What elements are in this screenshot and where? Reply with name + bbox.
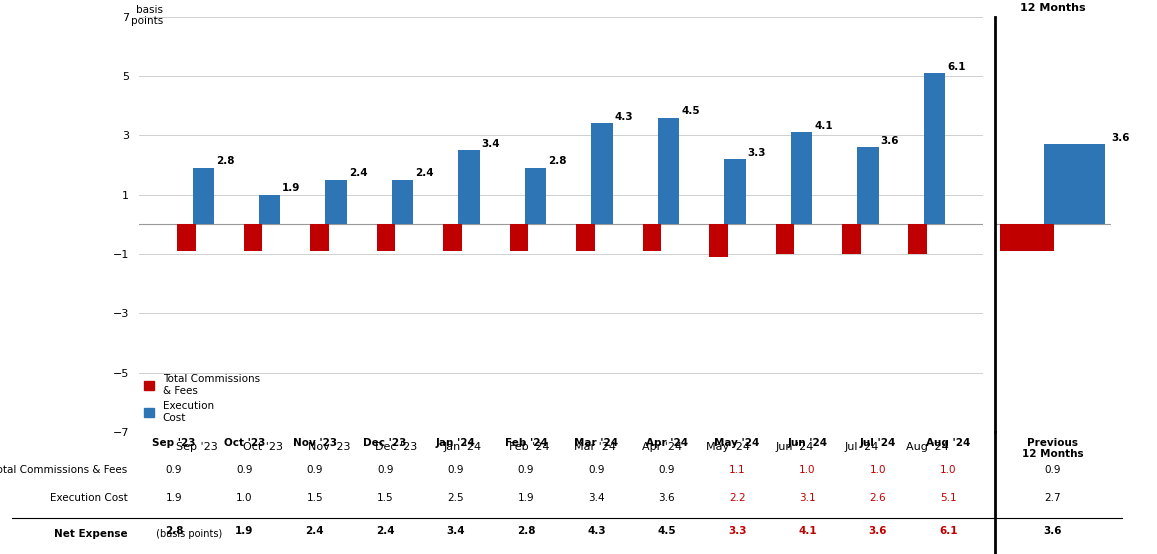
Text: May '24: May '24	[714, 438, 760, 448]
Text: 4.5: 4.5	[657, 526, 676, 536]
Bar	[709, 224, 728, 257]
Text: Jan '24: Jan '24	[436, 438, 476, 448]
Bar	[658, 117, 679, 224]
Bar	[1001, 224, 1054, 251]
Text: 3.6: 3.6	[1111, 133, 1129, 143]
Text: Feb '24: Feb '24	[504, 438, 547, 448]
Text: Net Expense: Net Expense	[53, 529, 127, 539]
Bar	[724, 159, 745, 224]
Bar	[310, 224, 329, 251]
Text: 6.1: 6.1	[948, 61, 966, 71]
Text: 0.9: 0.9	[377, 465, 393, 475]
Bar	[443, 224, 462, 251]
Text: 4.3: 4.3	[587, 526, 605, 536]
Text: Apr '24: Apr '24	[646, 438, 687, 448]
Text: 1.5: 1.5	[307, 493, 323, 503]
Legend: Total Commissions
& Fees, Execution
Cost: Total Commissions & Fees, Execution Cost	[145, 375, 260, 423]
Text: 3.6: 3.6	[869, 526, 887, 536]
Text: 1.9: 1.9	[235, 526, 253, 536]
Text: Previous
12 Months: Previous 12 Months	[1022, 438, 1084, 459]
Bar	[525, 168, 546, 224]
Text: Mar '24: Mar '24	[574, 438, 618, 448]
Text: Jul '24: Jul '24	[860, 438, 896, 448]
Text: 3.6: 3.6	[658, 493, 675, 503]
Text: 0.9: 0.9	[517, 465, 535, 475]
Bar	[642, 224, 661, 251]
Text: 3.4: 3.4	[588, 493, 605, 503]
Bar	[458, 150, 480, 224]
Text: (basis points): (basis points)	[128, 529, 222, 539]
Text: 1.0: 1.0	[799, 465, 816, 475]
Text: 1.9: 1.9	[517, 493, 535, 503]
Text: 3.3: 3.3	[728, 526, 746, 536]
Text: 3.1: 3.1	[799, 493, 816, 503]
Text: 5.1: 5.1	[939, 493, 957, 503]
Title: Previous
12 Months: Previous 12 Months	[1020, 0, 1085, 13]
Bar	[591, 124, 613, 224]
Text: 2.4: 2.4	[348, 168, 368, 178]
Text: basis
points: basis points	[131, 5, 163, 27]
Text: 2.6: 2.6	[870, 493, 886, 503]
Text: 2.2: 2.2	[729, 493, 745, 503]
Bar	[259, 194, 280, 224]
Text: 0.9: 0.9	[448, 465, 464, 475]
Bar	[791, 132, 812, 224]
Text: 4.3: 4.3	[614, 112, 633, 122]
Text: 1.5: 1.5	[377, 493, 393, 503]
Text: 1.0: 1.0	[939, 465, 957, 475]
Bar	[576, 224, 595, 251]
Bar	[842, 224, 861, 254]
Text: 1.9: 1.9	[165, 493, 183, 503]
Bar	[775, 224, 794, 254]
Bar	[857, 147, 878, 224]
Text: 4.1: 4.1	[798, 526, 817, 536]
Text: 0.9: 0.9	[307, 465, 323, 475]
Text: 2.4: 2.4	[376, 526, 395, 536]
Text: 0.9: 0.9	[165, 465, 183, 475]
Text: 3.6: 3.6	[880, 136, 899, 146]
Text: 3.6: 3.6	[1044, 526, 1062, 536]
Text: 3.4: 3.4	[447, 526, 465, 536]
Bar	[377, 224, 396, 251]
Text: 0.9: 0.9	[658, 465, 675, 475]
Text: 6.1: 6.1	[939, 526, 958, 536]
Bar	[509, 224, 529, 251]
Text: 0.9: 0.9	[588, 465, 605, 475]
Text: 2.4: 2.4	[305, 526, 324, 536]
Text: 1.1: 1.1	[729, 465, 745, 475]
Text: 1.0: 1.0	[236, 493, 252, 503]
Text: Oct '23: Oct '23	[223, 438, 265, 448]
Text: 2.7: 2.7	[1045, 493, 1061, 503]
Bar	[923, 73, 945, 224]
Text: 0.9: 0.9	[236, 465, 252, 475]
Bar	[392, 180, 413, 224]
Text: 3.3: 3.3	[747, 147, 766, 157]
Text: Jun '24: Jun '24	[788, 438, 827, 448]
Text: 2.8: 2.8	[548, 156, 567, 167]
Text: 2.4: 2.4	[415, 168, 434, 178]
Text: 2.8: 2.8	[216, 156, 234, 167]
Bar	[908, 224, 927, 254]
Text: 2.8: 2.8	[164, 526, 183, 536]
Text: 2.5: 2.5	[448, 493, 464, 503]
Bar	[1045, 144, 1105, 224]
Text: 4.1: 4.1	[815, 121, 833, 131]
Text: Sep '23: Sep '23	[153, 438, 196, 448]
Text: 4.5: 4.5	[681, 106, 700, 116]
Bar	[325, 180, 347, 224]
Text: Aug '24: Aug '24	[926, 438, 971, 448]
Text: Nov '23: Nov '23	[293, 438, 337, 448]
Text: 3.4: 3.4	[481, 138, 500, 148]
Text: Execution Cost: Execution Cost	[50, 493, 127, 503]
Bar	[244, 224, 263, 251]
Text: 2.8: 2.8	[517, 526, 536, 536]
Text: 1.0: 1.0	[870, 465, 886, 475]
Text: 1.9: 1.9	[282, 183, 301, 193]
Text: Dec '23: Dec '23	[363, 438, 407, 448]
Text: 0.9: 0.9	[1045, 465, 1061, 475]
Bar	[177, 224, 196, 251]
Bar	[192, 168, 214, 224]
Text: Total Commissions & Fees: Total Commissions & Fees	[0, 465, 127, 475]
